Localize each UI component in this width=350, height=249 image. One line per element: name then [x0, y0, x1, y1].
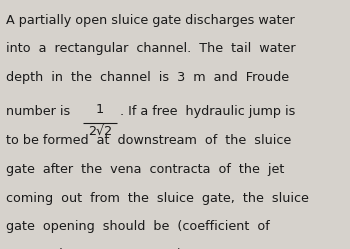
Text: gate  after  the  vena  contracta  of  the  jet: gate after the vena contracta of the jet: [6, 163, 285, 176]
Text: coming  out  from  the  sluice  gate,  the  sluice: coming out from the sluice gate, the slu…: [6, 192, 309, 205]
Text: depth  in  the  channel  is  3  m  and  Froude: depth in the channel is 3 m and Froude: [6, 71, 289, 84]
Text: A partially open sluice gate discharges water: A partially open sluice gate discharges …: [6, 14, 295, 27]
Text: contraction C: contraction C: [6, 248, 92, 249]
Text: 2√2: 2√2: [88, 124, 112, 137]
Text: = 0.9): = 0.9): [138, 248, 181, 249]
Text: to be formed  at  downstream  of  the  sluice: to be formed at downstream of the sluice: [6, 134, 292, 147]
Text: 1: 1: [96, 103, 104, 116]
Text: number is: number is: [6, 105, 75, 118]
Text: gate  opening  should  be  (coefficient  of: gate opening should be (coefficient of: [6, 220, 270, 233]
Text: into  a  rectangular  channel.  The  tail  water: into a rectangular channel. The tail wat…: [6, 42, 296, 55]
Text: . If a free  hydraulic jump is: . If a free hydraulic jump is: [120, 105, 295, 118]
